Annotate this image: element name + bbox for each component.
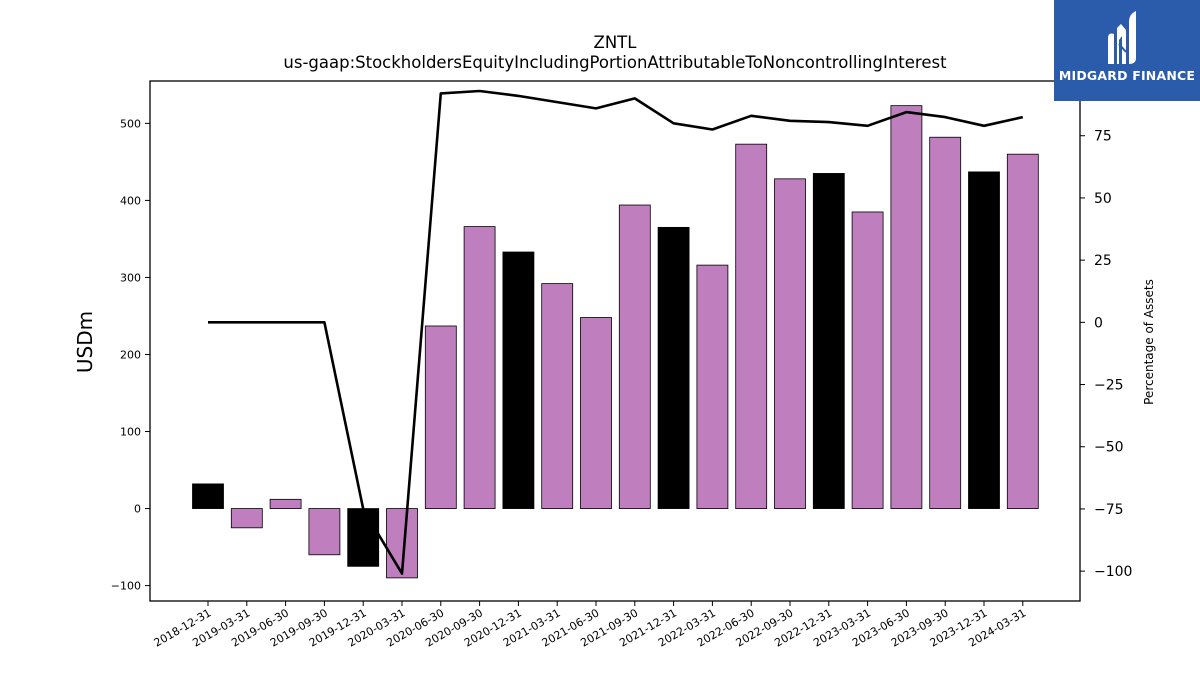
y-tick-label-500: 500 — [120, 117, 141, 130]
y-tick-label-400: 400 — [120, 194, 141, 207]
y-axis-label: USDm — [73, 311, 97, 373]
y-tick-label--100: −100 — [111, 580, 141, 593]
line-series — [208, 89, 1024, 575]
bar-2021-06-30 — [580, 317, 612, 509]
bar-2021-12-31 — [657, 226, 690, 509]
bar-2019-03-31 — [230, 508, 263, 529]
bar-2019-06-30 — [269, 498, 302, 509]
bar-2019-09-30 — [308, 508, 341, 556]
y-right-tick-label--75: −75 — [1094, 502, 1124, 518]
logo-text: MIDGARD FINANCE — [1058, 68, 1196, 83]
y-right-tick-label-0: 0 — [1094, 315, 1103, 331]
y-tick-label-0: 0 — [134, 503, 141, 516]
bar-2020-09-30 — [463, 226, 496, 509]
bar-2020-12-31 — [502, 251, 535, 509]
bar-2022-12-31 — [812, 173, 845, 509]
bar-2023-06-30 — [890, 105, 923, 509]
y-tick-label-100: 100 — [120, 426, 141, 439]
bar-2022-09-30 — [774, 178, 806, 509]
plot-frame — [149, 80, 1081, 602]
chart-subtitle: us-gaap:StockholdersEquityIncludingPorti… — [283, 53, 947, 72]
y-right-tick-label--100: −100 — [1094, 564, 1132, 580]
y-right-tick-label-25: 25 — [1094, 253, 1112, 269]
y-right-tick-label--25: −25 — [1094, 378, 1124, 394]
bar-2018-12-31 — [192, 483, 224, 509]
logo: MIDGARD FINANCE — [1054, 0, 1200, 101]
y-axis-label-right: Percentage of Assets — [1142, 279, 1156, 405]
bar-2021-09-30 — [618, 204, 651, 509]
line-percentage-of-assets — [208, 89, 1024, 575]
bar-series — [192, 105, 1039, 579]
bar-2024-03-31 — [1006, 153, 1039, 509]
bar-2023-09-30 — [929, 136, 962, 509]
chart-title: ZNTL — [594, 33, 638, 52]
y-tick-label-300: 300 — [120, 271, 141, 284]
y-right-tick-label--50: −50 — [1094, 440, 1124, 456]
bar-2022-06-30 — [735, 143, 768, 509]
bar-2019-12-31 — [347, 508, 380, 567]
bar-2021-03-31 — [541, 283, 574, 509]
bar-2023-12-31 — [968, 171, 1000, 509]
y-right-tick-label-50: 50 — [1094, 191, 1112, 207]
midgard-logo-icon — [1108, 11, 1136, 64]
bar-2020-06-30 — [424, 325, 457, 509]
y-tick-label-200: 200 — [120, 348, 141, 361]
bar-2022-03-31 — [696, 264, 729, 509]
y-right-tick-label-75: 75 — [1094, 129, 1112, 145]
bar-2023-03-31 — [851, 211, 884, 509]
